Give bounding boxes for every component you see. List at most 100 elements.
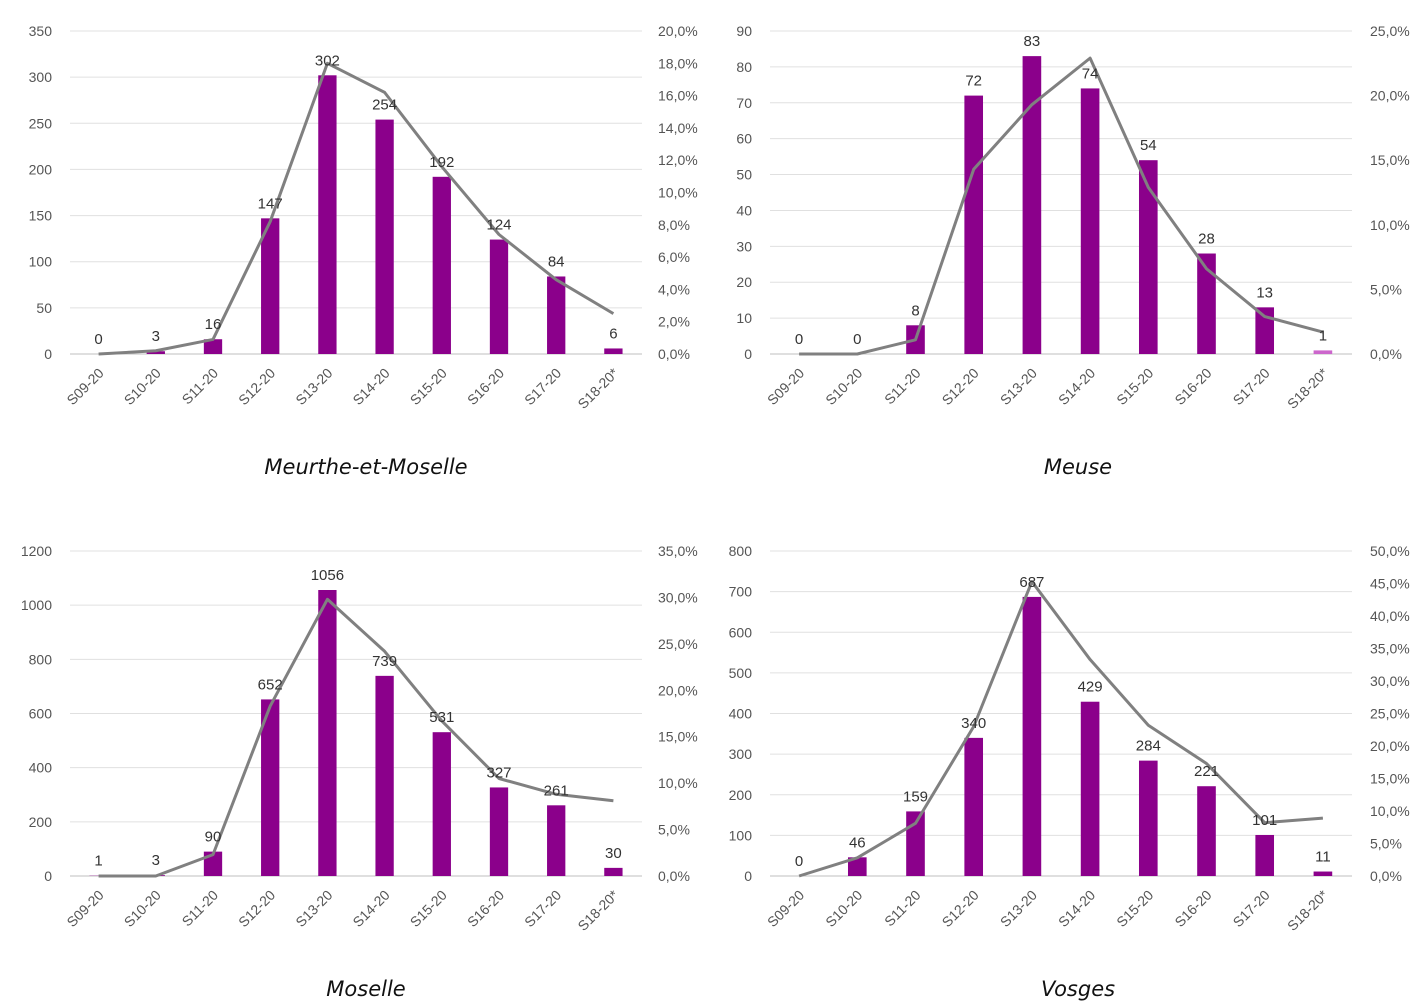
y-tick-label: 30 [736, 238, 752, 254]
y2-tick-label: 6,0% [658, 249, 690, 265]
y2-tick-label: 0,0% [658, 868, 690, 884]
x-tick-label: S12-20 [235, 365, 278, 408]
y-tick-label: 100 [29, 254, 53, 270]
x-tick-label: S11-20 [881, 887, 924, 930]
x-tick-label: S17-20 [1230, 887, 1273, 930]
y-tick-label: 200 [29, 814, 53, 830]
x-tick-label: S11-20 [179, 365, 222, 408]
bar [489, 239, 509, 354]
y-tick-label: 350 [29, 23, 53, 39]
x-tick-label: S12-20 [235, 887, 278, 930]
y2-tick-label: 5,0% [1370, 281, 1402, 297]
bar [261, 699, 280, 876]
data-label: 531 [429, 709, 454, 726]
y2-tick-label: 10,0% [658, 775, 698, 791]
data-label: 16 [205, 316, 222, 333]
x-tick-label: S14-20 [1055, 887, 1098, 930]
data-label: 46 [849, 834, 866, 851]
y2-tick-label: 8,0% [658, 217, 690, 233]
x-tick-label: S18-20* [1284, 886, 1331, 933]
data-label: 6 [609, 325, 617, 342]
y-tick-label: 200 [729, 787, 753, 803]
y-tick-label: 90 [736, 23, 752, 39]
y-tick-label: 50 [36, 300, 52, 316]
data-label: 1 [1319, 327, 1327, 344]
y2-tick-label: 15,0% [1370, 152, 1410, 168]
chart-vosges: 0 100 200 300 400 500 600 700 800 0,0% 5,0% 10,0% 15… [729, 543, 1410, 934]
y-tick-label: 1000 [21, 597, 52, 613]
chart-moselle: 0 200 400 600 800 1000 1200 0,0% 5,0% 10,0% 15,0% 2… [21, 543, 698, 934]
y-tick-label: 300 [729, 746, 753, 762]
chart-panel-moselle: 0 200 400 600 800 1000 1200 0,0% 5,0% 10,0% 15,0% 2… [10, 530, 710, 962]
x-tick-label: S10-20 [822, 365, 865, 408]
bar [432, 732, 451, 876]
x-tick-label: S12-20 [939, 365, 982, 408]
percentage-line [98, 61, 615, 356]
percentage-line [798, 580, 1324, 878]
x-tick-label: S09-20 [764, 887, 807, 930]
y2-tick-label: 40,0% [1370, 608, 1410, 624]
x-tick-label: S10-20 [121, 887, 164, 930]
y-tick-label: 600 [729, 624, 753, 640]
data-label: 340 [961, 715, 986, 732]
x-tick-label: S18-20* [1284, 364, 1331, 411]
data-label: 8 [911, 302, 919, 319]
data-label: 192 [429, 154, 454, 171]
chart-meuse: 01020304050607080900,0%5,0%10,0%15,0%20,… [736, 23, 1410, 412]
data-label: 0 [795, 853, 803, 870]
y-tick-label: 400 [29, 760, 53, 776]
x-tick-label: S10-20 [822, 887, 865, 930]
y2-tick-label: 16,0% [658, 88, 698, 104]
x-tick-label: S14-20 [1055, 365, 1098, 408]
y-tick-label: 300 [29, 69, 53, 85]
y2-tick-label: 15,0% [1370, 771, 1410, 787]
x-tick-label: S13-20 [997, 365, 1040, 408]
x-tick-label: S15-20 [407, 887, 450, 930]
data-label: 90 [205, 829, 222, 846]
bar [1313, 350, 1333, 354]
bar [1022, 56, 1042, 354]
chart-caption-meurthe-et-moselle: Meurthe-et-Moselle [264, 455, 468, 479]
bar [318, 590, 337, 876]
bar [261, 218, 280, 354]
y2-tick-label: 20,0% [1370, 738, 1410, 754]
bar [547, 805, 566, 876]
bar [1138, 160, 1158, 354]
x-tick-label: S14-20 [349, 365, 392, 408]
bar [604, 867, 623, 876]
bar [318, 75, 337, 354]
y2-tick-label: 20,0% [658, 23, 698, 39]
y-tick-label: 0 [744, 346, 752, 362]
y2-tick-label: 18,0% [658, 55, 698, 71]
y2-tick-label: 5,0% [658, 822, 690, 838]
y2-tick-label: 5,0% [1370, 836, 1402, 852]
bar [1197, 253, 1216, 354]
y2-tick-label: 2,0% [658, 314, 690, 330]
y2-tick-label: 12,0% [658, 152, 698, 168]
data-label: 652 [258, 676, 283, 693]
bar [1255, 834, 1275, 876]
y-tick-label: 10 [736, 310, 752, 326]
x-tick-label: S09-20 [764, 365, 807, 408]
y2-tick-label: 10,0% [658, 185, 698, 201]
chart-caption-moselle: Moselle [326, 977, 406, 1001]
x-tick-label: S12-20 [939, 887, 982, 930]
data-label: 11 [1315, 849, 1331, 866]
x-tick-label: S18-20* [574, 364, 621, 411]
data-label: 302 [315, 52, 340, 69]
bar [375, 119, 394, 354]
y-tick-label: 1200 [21, 543, 52, 559]
y-tick-label: 70 [736, 95, 752, 111]
data-label: 1056 [311, 567, 344, 584]
data-label: 124 [486, 217, 511, 234]
data-label: 284 [1136, 738, 1161, 755]
x-tick-label: S14-20 [349, 887, 392, 930]
x-tick-label: S09-20 [63, 365, 106, 408]
chart-caption-meuse: Meuse [1043, 455, 1113, 479]
bar [547, 276, 566, 354]
data-label: 429 [1078, 679, 1103, 696]
y2-tick-label: 30,0% [658, 589, 698, 605]
data-label: 0 [853, 331, 861, 348]
x-tick-label: S13-20 [997, 887, 1040, 930]
y-tick-label: 80 [736, 59, 752, 75]
